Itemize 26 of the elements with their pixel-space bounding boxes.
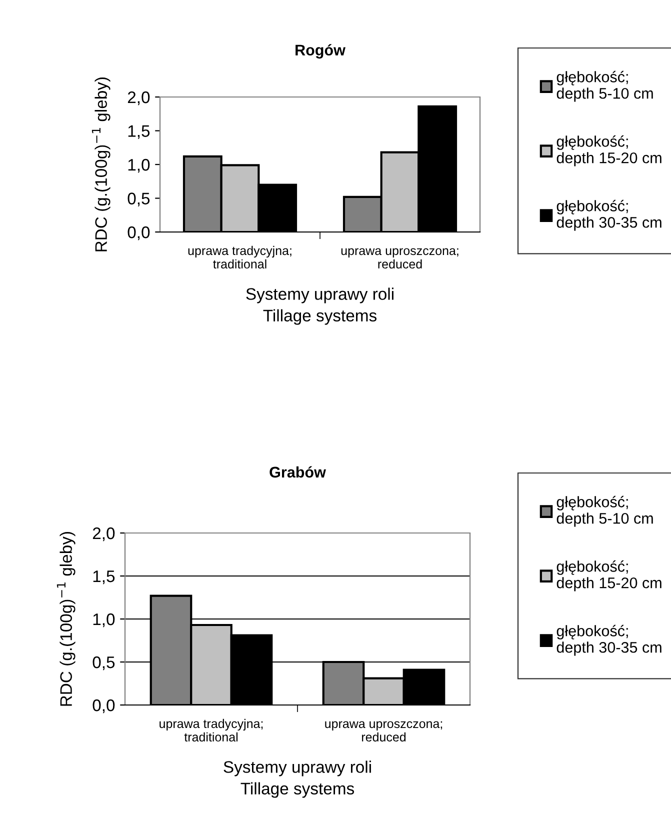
x-tick-label: uprawa uproszczona; reduced (325, 721, 442, 742)
y-tick-label: 0,5 (128, 192, 150, 206)
legend-label: głębokość; depth 15-20 cm (556, 560, 662, 592)
legend-label: głębokość; depth 30-35 cm (556, 624, 662, 656)
y-tick-label: 0,0 (128, 226, 150, 240)
y-tick-label: 1,0 (93, 613, 115, 628)
x-axis-title: Systemy uprawy roli Tillage systems (246, 288, 394, 325)
y-tick-label: 0,5 (92, 656, 115, 670)
chart-title: Grabów (270, 466, 326, 478)
y-tick-label: 2,0 (92, 527, 115, 542)
y-tick-label: 0,0 (92, 699, 115, 714)
chart-title: Rogów (296, 44, 346, 59)
legend-label: głębokość; depth 5-10 cm (556, 70, 653, 102)
y-axis-title: RDC (g.(100g)$^{−1}$ gleby) (92, 78, 110, 252)
legend-label: głębokość; depth 5-10 cm (556, 496, 653, 527)
y-axis-title: RDC (g.(100g)$^{−1}$ gleby) (56, 532, 76, 706)
x-tick-label: uprawa tradycyjna; traditional (160, 718, 263, 742)
x-tick-label: uprawa tradycyjna; traditional (188, 246, 292, 269)
y-tick-label: 1,5 (93, 570, 115, 584)
x-tick-label: uprawa uproszczona; reduced (341, 248, 458, 269)
y-tick-label: 1,5 (128, 125, 150, 139)
legend-label: głębokość; depth 30-35 cm (556, 200, 662, 231)
y-tick-label: 1,0 (128, 158, 150, 173)
legend-label: głębokość; depth 15-20 cm (556, 135, 662, 166)
y-tick-label: 2,0 (128, 91, 150, 106)
x-axis-title: Systemy uprawy roli Tillage systems (224, 760, 371, 798)
